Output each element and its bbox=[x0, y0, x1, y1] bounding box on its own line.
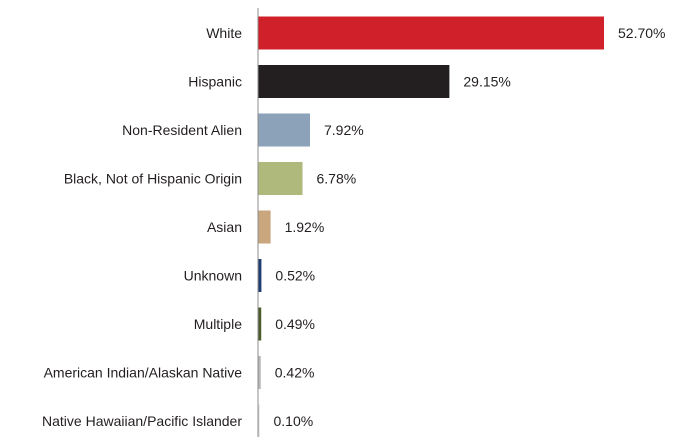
category-label-2: Non-Resident Alien bbox=[122, 122, 242, 138]
value-label-5: 0.52% bbox=[275, 268, 315, 284]
category-label-5: Unknown bbox=[184, 268, 242, 284]
bar-0 bbox=[258, 16, 604, 50]
category-label-3: Black, Not of Hispanic Origin bbox=[64, 171, 242, 187]
value-label-0: 52.70% bbox=[618, 25, 665, 41]
bar-6 bbox=[258, 307, 262, 341]
bar-7 bbox=[258, 356, 261, 389]
bar-4 bbox=[258, 210, 271, 244]
category-label-6: Multiple bbox=[194, 316, 242, 332]
category-label-8: Native Hawaiian/Pacific Islander bbox=[42, 413, 242, 429]
bar-8 bbox=[258, 404, 260, 438]
value-label-8: 0.10% bbox=[274, 413, 314, 429]
category-label-7: American Indian/Alaskan Native bbox=[44, 365, 243, 381]
value-label-6: 0.49% bbox=[275, 316, 315, 332]
bar-2 bbox=[258, 113, 310, 147]
bar-3 bbox=[258, 162, 303, 195]
value-label-3: 6.78% bbox=[317, 171, 357, 187]
category-label-0: White bbox=[206, 25, 242, 41]
value-label-2: 7.92% bbox=[324, 122, 364, 138]
bar-5 bbox=[258, 259, 262, 292]
value-label-4: 1.92% bbox=[285, 219, 325, 235]
value-label-1: 29.15% bbox=[463, 74, 510, 90]
value-label-7: 0.42% bbox=[275, 365, 315, 381]
category-label-1: Hispanic bbox=[188, 74, 242, 90]
category-label-4: Asian bbox=[207, 219, 242, 235]
bar-1 bbox=[258, 65, 450, 98]
